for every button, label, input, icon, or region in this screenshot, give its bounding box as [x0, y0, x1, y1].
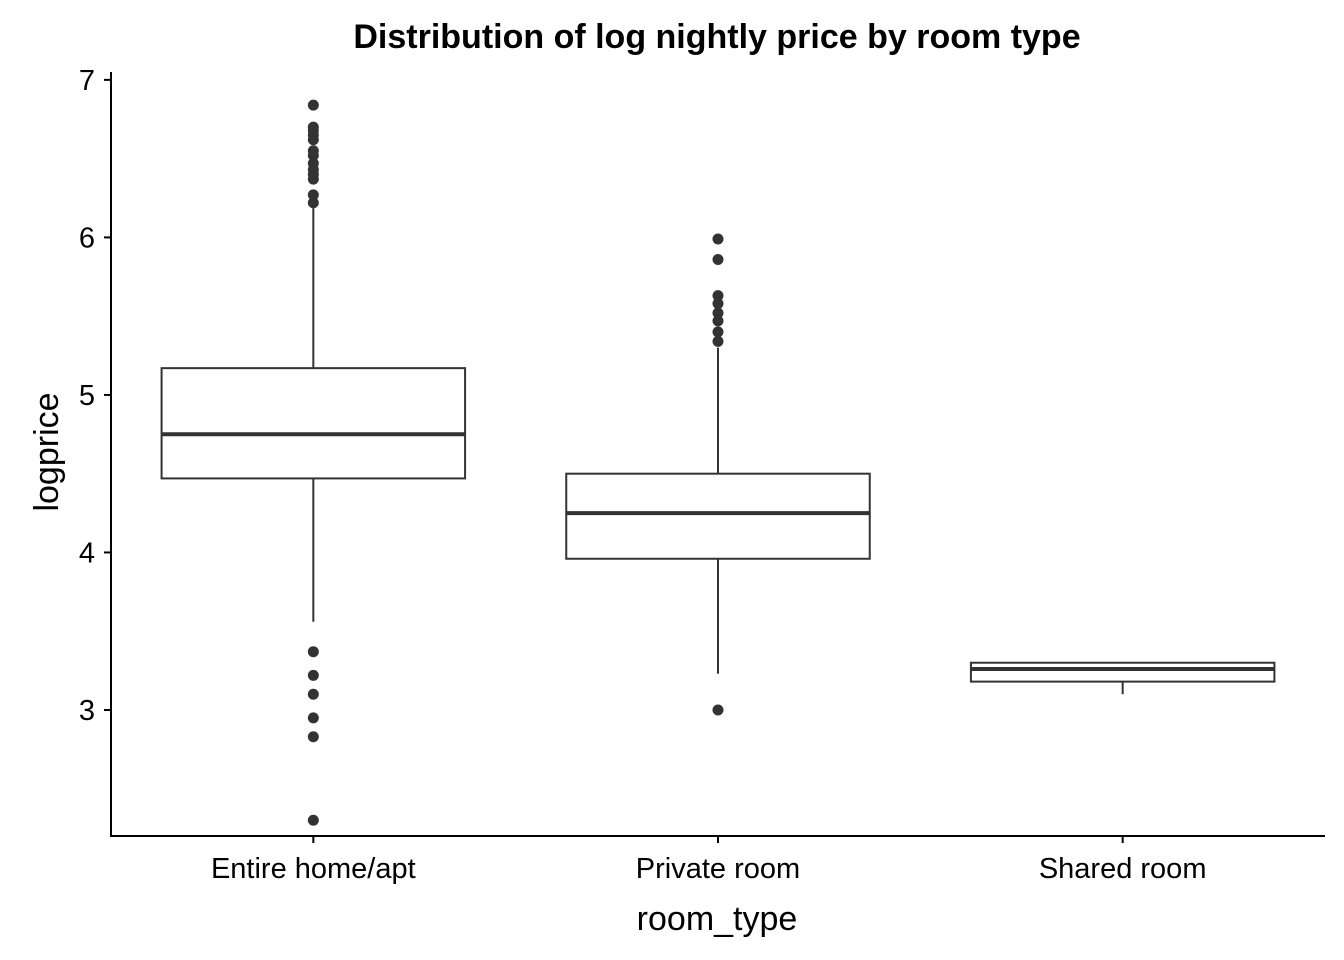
outlier-point	[307, 712, 319, 724]
x-tick-label: Private room	[636, 853, 800, 885]
outlier-point	[712, 307, 724, 319]
x-tick-label: Entire home/apt	[211, 853, 416, 885]
outlier-point	[712, 253, 724, 265]
y-tick-label: 7	[79, 65, 95, 97]
outlier-point	[307, 134, 319, 146]
outlier-point	[307, 173, 319, 185]
box-group-3	[969, 661, 1276, 695]
plot-area	[160, 99, 1276, 826]
y-tick-label: 5	[79, 380, 95, 412]
outlier-point	[712, 233, 724, 245]
outlier-point	[307, 731, 319, 743]
outlier-point	[307, 197, 319, 209]
outlier-point	[307, 99, 319, 111]
box	[565, 472, 871, 560]
box	[160, 367, 467, 480]
box-group-2	[565, 233, 871, 716]
outlier-point	[307, 814, 319, 826]
chart-title: Distribution of log nightly price by roo…	[353, 18, 1080, 56]
outlier-point	[307, 149, 319, 161]
x-tick-label: Shared room	[1039, 853, 1207, 885]
outlier-point	[307, 646, 319, 658]
x-axis-ticks: Entire home/apt Private room Shared room	[211, 836, 1207, 885]
outlier-point	[712, 326, 724, 338]
y-axis-title: logprice	[28, 392, 66, 511]
outlier-point	[712, 290, 724, 302]
outlier-point	[712, 315, 724, 327]
y-tick-label: 6	[79, 222, 95, 254]
y-tick-label: 3	[79, 695, 95, 727]
outlier-point	[307, 189, 319, 201]
outlier-point	[307, 669, 319, 681]
y-axis-ticks: 3 4 5 6 7	[79, 65, 111, 727]
y-tick-label: 4	[79, 537, 95, 569]
box	[969, 661, 1276, 683]
outlier-point	[712, 298, 724, 310]
outlier-point	[307, 688, 319, 700]
x-axis-title: room_type	[637, 900, 798, 938]
box-group-1	[160, 99, 467, 826]
outlier-point	[712, 335, 724, 347]
outlier-point	[712, 704, 724, 716]
